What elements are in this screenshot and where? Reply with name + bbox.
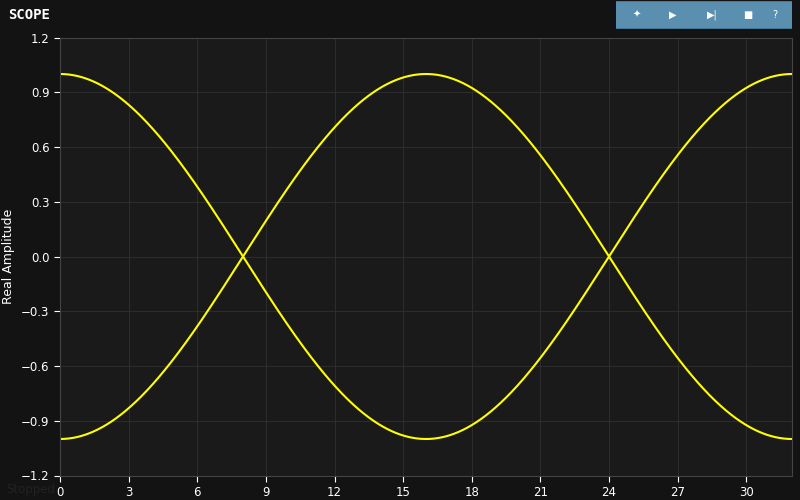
Text: ▶|: ▶| [707, 10, 718, 20]
Text: ?: ? [772, 10, 777, 20]
Y-axis label: Real Amplitude: Real Amplitude [2, 209, 15, 304]
Text: ▶: ▶ [669, 10, 676, 20]
Text: ■: ■ [743, 10, 753, 20]
Text: SCOPE: SCOPE [8, 8, 50, 22]
Text: Stopped: Stopped [6, 482, 55, 496]
Text: ✦: ✦ [633, 10, 641, 20]
FancyBboxPatch shape [609, 1, 799, 29]
